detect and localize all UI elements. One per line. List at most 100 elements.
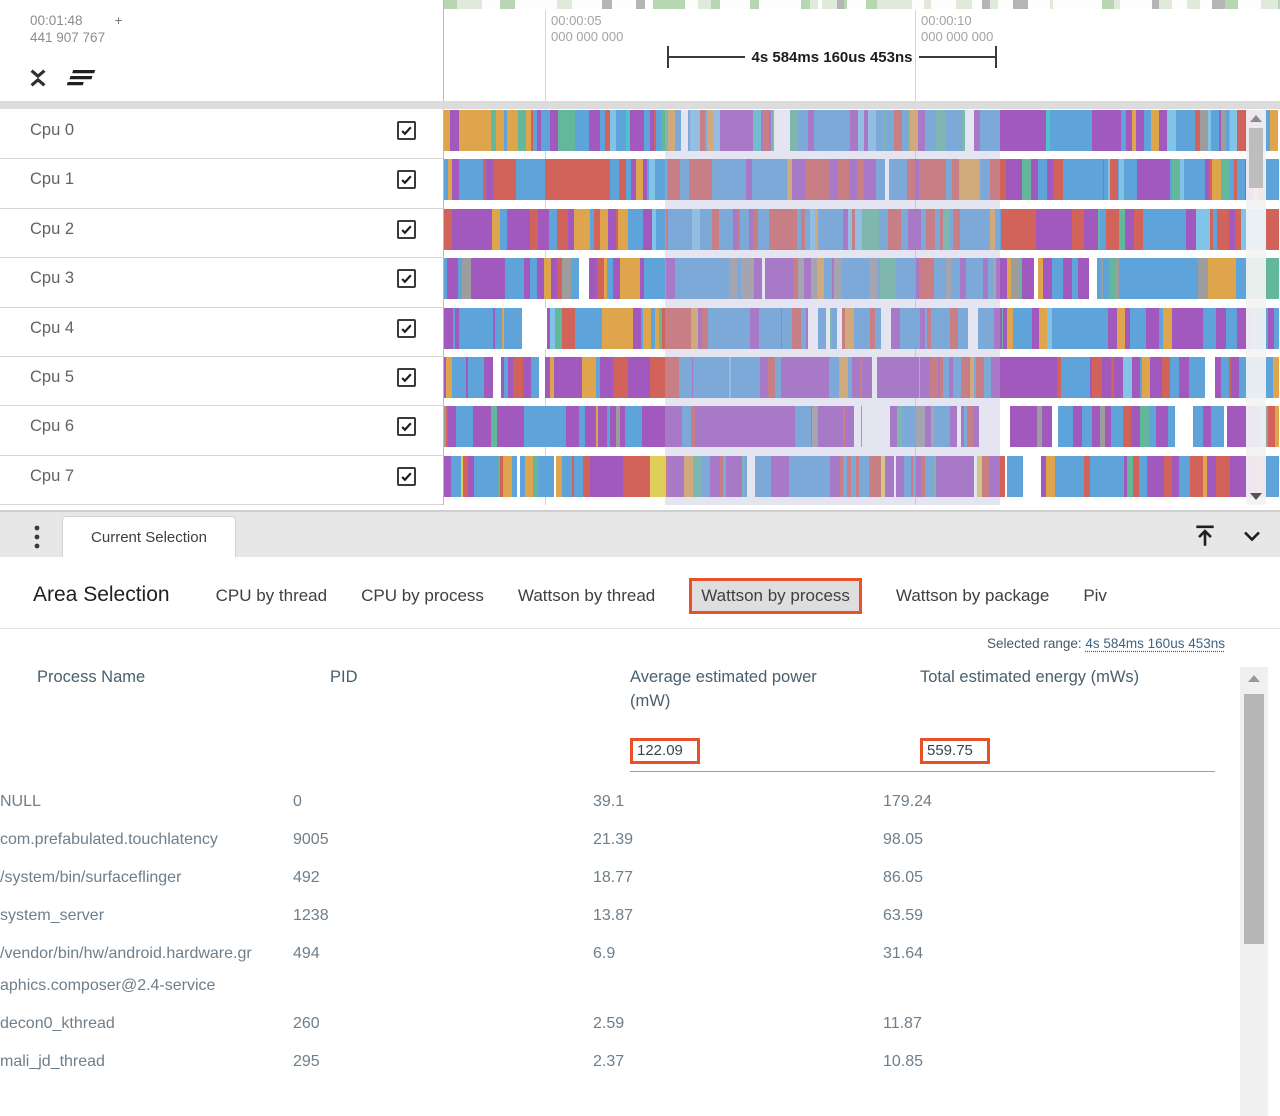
slice[interactable]: [894, 455, 896, 497]
slice[interactable]: [709, 159, 712, 201]
slice[interactable]: [794, 406, 805, 448]
table-row[interactable]: com.prefabulated.touchlatency 9005 21.39…: [0, 831, 924, 848]
slice[interactable]: [1232, 406, 1241, 448]
slice[interactable]: [574, 208, 584, 250]
chevron-down-icon[interactable]: [1240, 524, 1264, 548]
slice[interactable]: [1236, 159, 1245, 201]
slice[interactable]: [521, 307, 548, 349]
slice[interactable]: [630, 110, 638, 151]
slice[interactable]: [926, 307, 931, 349]
cpu-track-canvas[interactable]: [444, 208, 1279, 250]
slice[interactable]: [687, 110, 691, 151]
slice[interactable]: [549, 159, 552, 201]
slice[interactable]: [678, 356, 689, 398]
slice[interactable]: [773, 406, 780, 448]
slice[interactable]: [863, 159, 872, 201]
slice[interactable]: [1146, 307, 1155, 349]
slice[interactable]: [595, 208, 600, 250]
slice[interactable]: [824, 258, 833, 300]
slice[interactable]: [510, 356, 514, 398]
slice[interactable]: [1001, 208, 1036, 250]
slice[interactable]: [739, 208, 749, 250]
slice[interactable]: [981, 208, 990, 250]
slice[interactable]: [1229, 356, 1232, 398]
slice[interactable]: [1150, 356, 1156, 398]
slice[interactable]: [1270, 110, 1276, 151]
slice[interactable]: [636, 159, 643, 201]
slice[interactable]: [1230, 159, 1235, 201]
slice[interactable]: [968, 258, 976, 300]
slice[interactable]: [801, 208, 805, 250]
slice[interactable]: [1031, 307, 1040, 349]
slice[interactable]: [1102, 159, 1104, 201]
slice[interactable]: [1080, 208, 1084, 250]
slice[interactable]: [960, 208, 970, 250]
slice[interactable]: [581, 356, 591, 398]
slice[interactable]: [531, 356, 539, 398]
slice[interactable]: [797, 208, 802, 250]
slice[interactable]: [654, 307, 660, 349]
slice[interactable]: [1155, 356, 1163, 398]
slice[interactable]: [618, 110, 626, 151]
slice[interactable]: [445, 406, 449, 448]
slice[interactable]: [862, 356, 872, 398]
slice[interactable]: [1198, 258, 1208, 300]
slice[interactable]: [1064, 406, 1073, 448]
slice[interactable]: [1144, 110, 1147, 151]
track-checkbox[interactable]: [397, 121, 416, 140]
slice[interactable]: [679, 455, 685, 497]
slice[interactable]: [1221, 356, 1224, 398]
vertical-align-top-icon[interactable]: [1192, 523, 1218, 549]
overview-minimap[interactable]: [443, 0, 1280, 9]
slice[interactable]: [1117, 159, 1120, 201]
slice[interactable]: [614, 455, 624, 497]
slice[interactable]: [1234, 159, 1237, 201]
slice[interactable]: [486, 159, 494, 201]
slice[interactable]: [950, 307, 958, 349]
slice[interactable]: [592, 159, 611, 201]
slice[interactable]: [512, 455, 518, 497]
slice[interactable]: [583, 455, 591, 497]
slice[interactable]: [1172, 307, 1204, 349]
slice[interactable]: [529, 208, 538, 250]
slice[interactable]: [1108, 159, 1110, 201]
slice[interactable]: [1022, 307, 1032, 349]
slice[interactable]: [487, 208, 492, 250]
slice[interactable]: [1124, 208, 1134, 250]
slice[interactable]: [649, 110, 654, 151]
slice[interactable]: [1105, 406, 1111, 448]
slice[interactable]: [701, 307, 709, 349]
slice[interactable]: [473, 455, 496, 497]
slice[interactable]: [523, 356, 532, 398]
slice[interactable]: [1123, 356, 1133, 398]
slice[interactable]: [520, 455, 526, 497]
slice[interactable]: [616, 110, 619, 151]
slice[interactable]: [1265, 406, 1268, 448]
slice[interactable]: [517, 110, 527, 151]
slice[interactable]: [1213, 208, 1217, 250]
slice[interactable]: [810, 406, 813, 448]
slice[interactable]: [1217, 208, 1222, 250]
slice[interactable]: [939, 258, 946, 300]
slice[interactable]: [666, 208, 669, 250]
slice[interactable]: [770, 110, 774, 151]
slice[interactable]: [680, 159, 690, 201]
slice[interactable]: [665, 307, 692, 349]
slice[interactable]: [975, 258, 984, 300]
slice[interactable]: [896, 455, 905, 497]
slice[interactable]: [654, 159, 658, 201]
slice[interactable]: [1213, 307, 1215, 349]
slice[interactable]: [1007, 258, 1012, 300]
slice[interactable]: [1203, 307, 1214, 349]
slice[interactable]: [1172, 455, 1179, 497]
slice[interactable]: [1183, 159, 1190, 201]
slice[interactable]: [565, 208, 569, 250]
slice[interactable]: [1204, 159, 1210, 201]
slice[interactable]: [768, 356, 775, 398]
slice[interactable]: [705, 455, 711, 497]
slice[interactable]: [541, 258, 544, 300]
slice[interactable]: [902, 159, 908, 201]
slice[interactable]: [571, 455, 575, 497]
slice[interactable]: [843, 208, 848, 250]
triangle-up-icon[interactable]: [1250, 115, 1262, 122]
